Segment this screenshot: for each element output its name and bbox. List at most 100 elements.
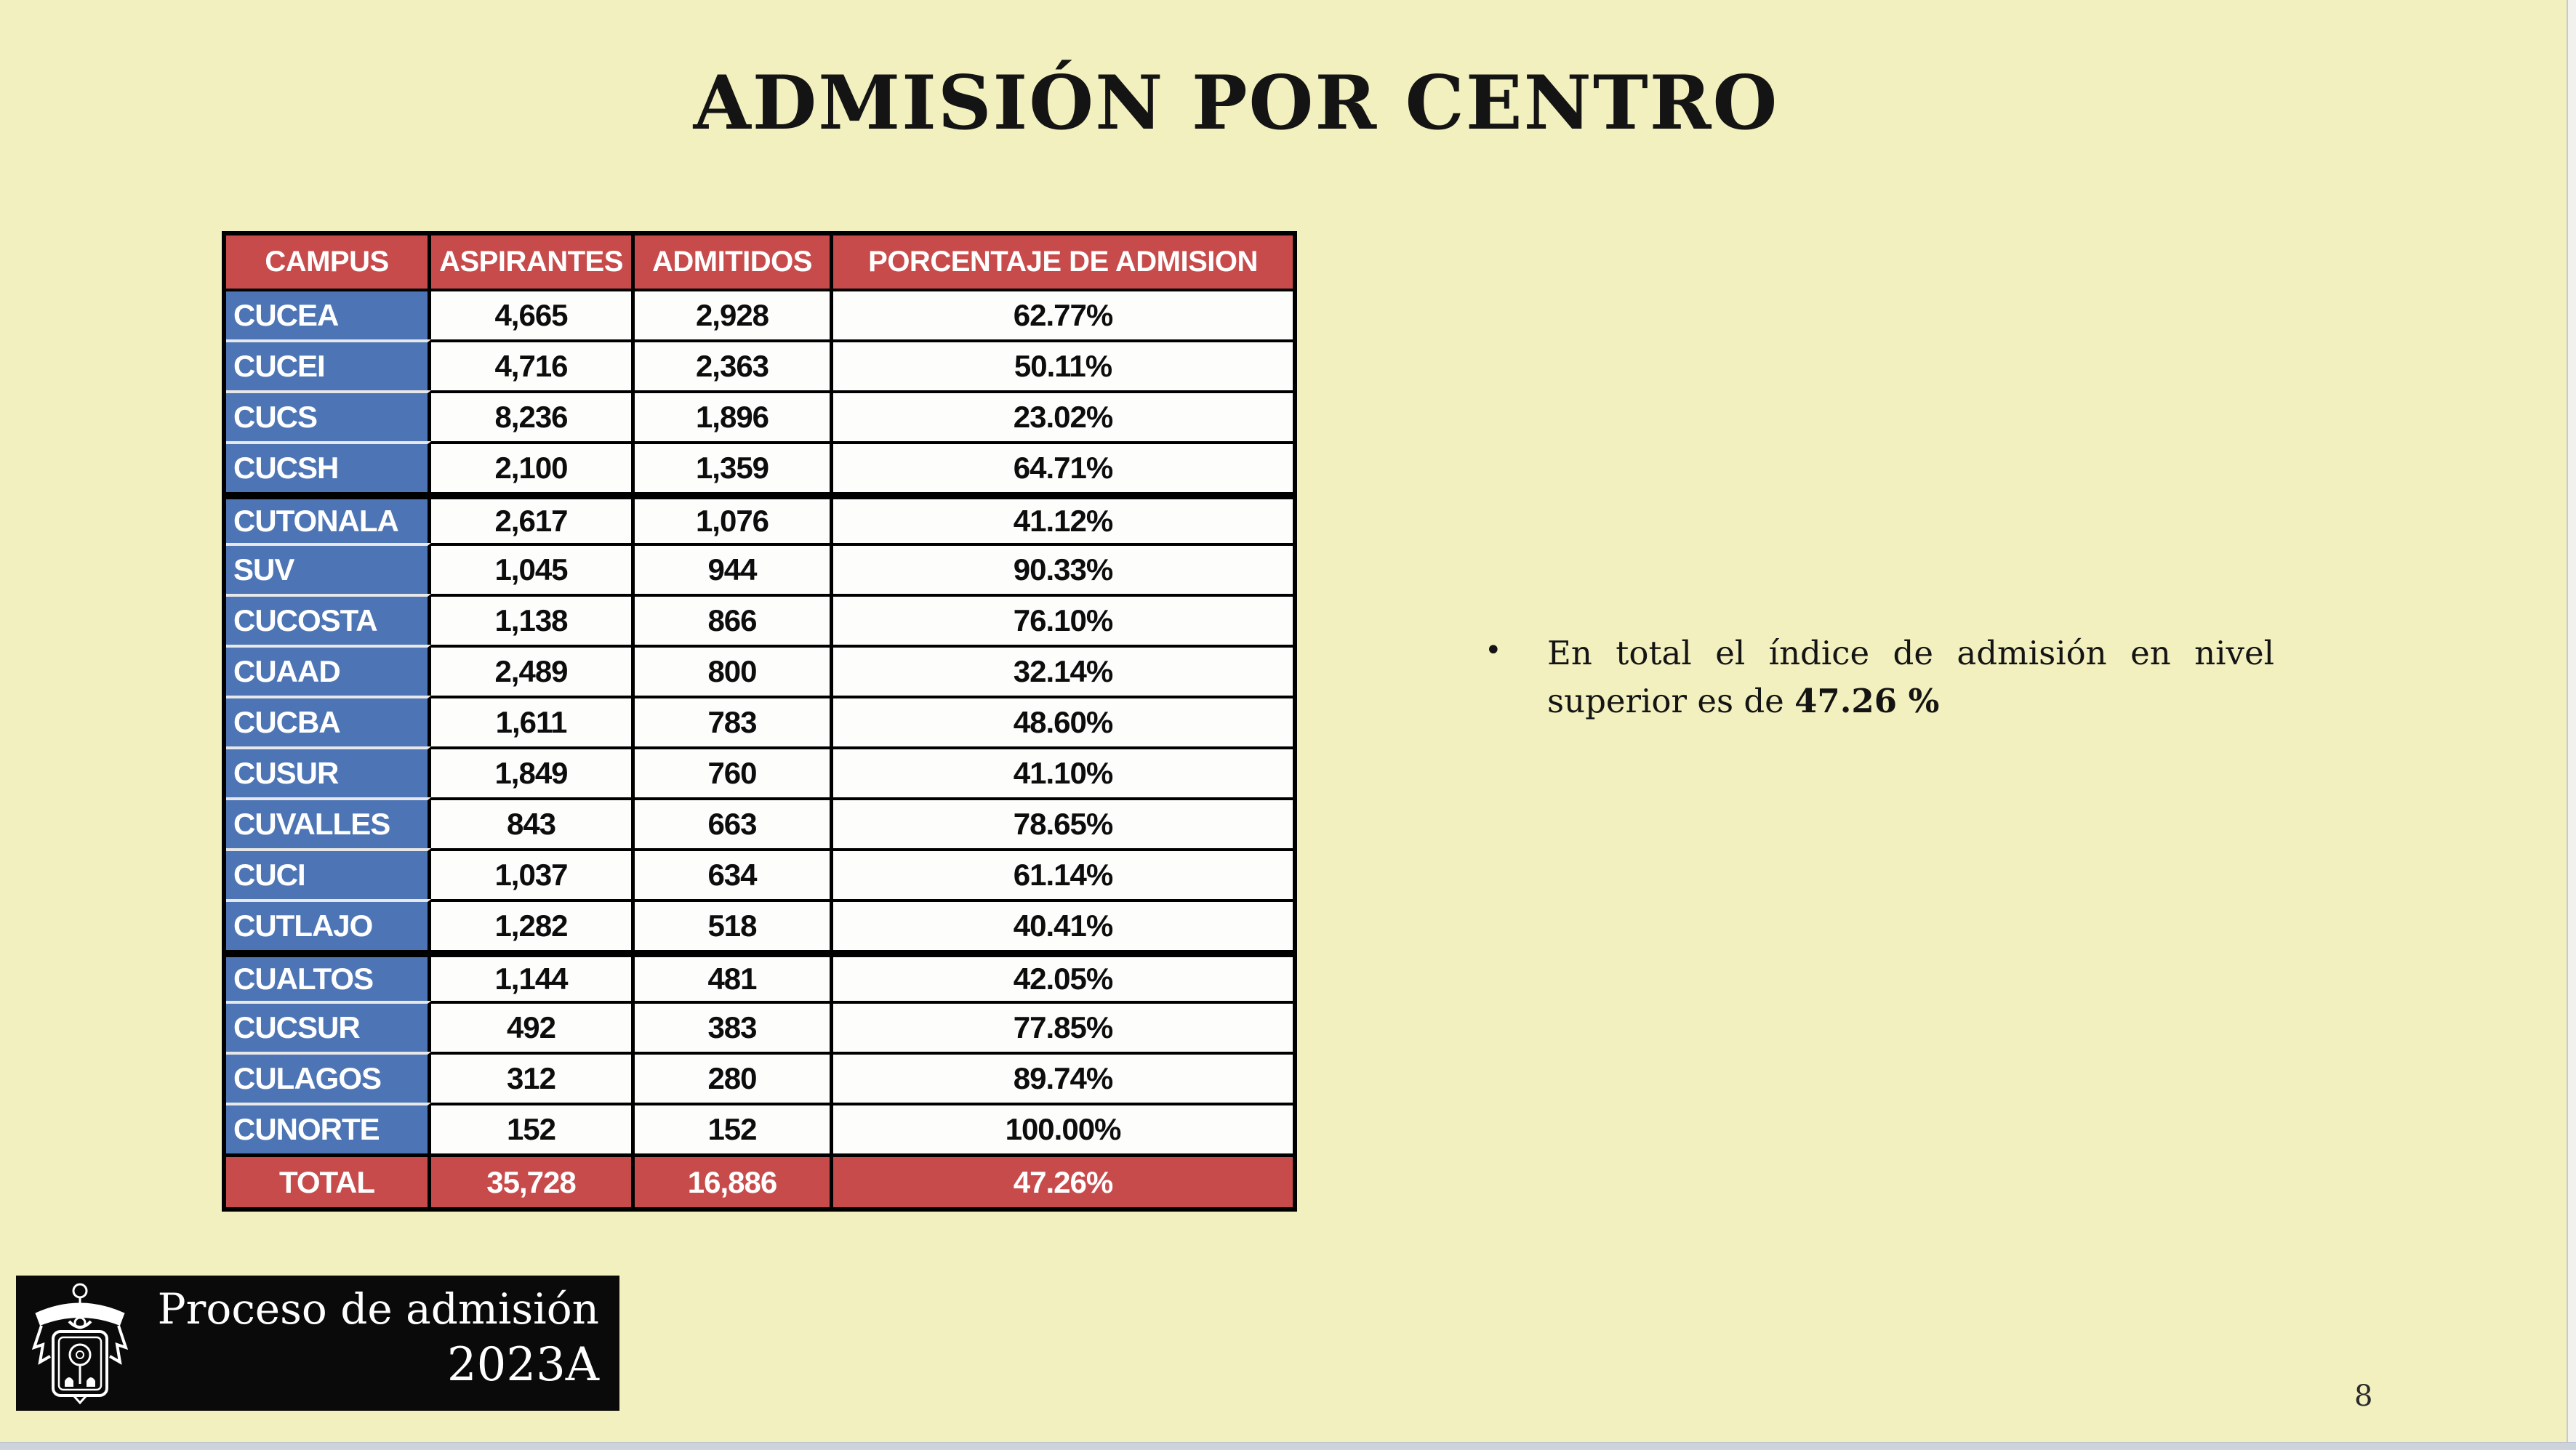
udeg-crest-icon <box>16 1276 143 1411</box>
table-row: CUVALLES 843 663 78.65% <box>226 797 1293 848</box>
porcentaje-cell: 42.05% <box>833 950 1293 1001</box>
aspirantes-cell: 1,849 <box>431 746 635 797</box>
admitidos-cell: 2,928 <box>635 289 833 339</box>
porcentaje-cell: 40.41% <box>833 899 1293 950</box>
table-row: CUCSH 2,100 1,359 64.71% <box>226 441 1293 492</box>
footer-banner: Proceso de admisión 2023A <box>16 1276 619 1411</box>
note-text-bold-value: 47.26 % <box>1794 682 1940 720</box>
aspirantes-cell: 1,045 <box>431 543 635 594</box>
table-total-row: TOTAL 35,728 16,886 47.26% <box>226 1153 1293 1207</box>
porcentaje-cell: 50.11% <box>833 339 1293 390</box>
campus-cell: CUNORTE <box>226 1103 431 1153</box>
campus-cell: CUCOSTA <box>226 594 431 645</box>
bottom-edge-strip <box>0 1442 2576 1450</box>
campus-cell: CUCSH <box>226 441 431 492</box>
porcentaje-cell: 32.14% <box>833 645 1293 696</box>
aspirantes-cell: 2,100 <box>431 441 635 492</box>
admitidos-cell: 944 <box>635 543 833 594</box>
aspirantes-cell: 1,611 <box>431 696 635 746</box>
aspirantes-cell: 2,617 <box>431 492 635 543</box>
aspirantes-cell: 1,282 <box>431 899 635 950</box>
table-row: CUALTOS 1,144 481 42.05% <box>226 950 1293 1001</box>
admitidos-cell: 760 <box>635 746 833 797</box>
admitidos-cell: 800 <box>635 645 833 696</box>
admitidos-cell: 2,363 <box>635 339 833 390</box>
table-row: CUCBA 1,611 783 48.60% <box>226 696 1293 746</box>
header-aspirantes: ASPIRANTES <box>431 235 635 289</box>
aspirantes-cell: 8,236 <box>431 390 635 441</box>
admitidos-cell: 481 <box>635 950 833 1001</box>
aspirantes-cell: 2,489 <box>431 645 635 696</box>
note-text: En total el índice de admisión en nivel … <box>1547 629 2274 725</box>
total-aspirantes: 35,728 <box>431 1153 635 1207</box>
admitidos-cell: 518 <box>635 899 833 950</box>
admitidos-cell: 634 <box>635 848 833 899</box>
campus-cell: CUVALLES <box>226 797 431 848</box>
footer-line2: 2023A <box>446 1338 599 1392</box>
porcentaje-cell: 78.65% <box>833 797 1293 848</box>
total-admitidos: 16,886 <box>635 1153 833 1207</box>
admitidos-cell: 866 <box>635 594 833 645</box>
admission-table: CAMPUS ASPIRANTES ADMITIDOS PORCENTAJE D… <box>222 231 1297 1212</box>
campus-cell: CUSUR <box>226 746 431 797</box>
admitidos-cell: 152 <box>635 1103 833 1153</box>
admitidos-cell: 1,359 <box>635 441 833 492</box>
aspirantes-cell: 843 <box>431 797 635 848</box>
porcentaje-cell: 64.71% <box>833 441 1293 492</box>
right-edge-strip <box>2567 0 2576 1450</box>
campus-cell: CUALTOS <box>226 950 431 1001</box>
porcentaje-cell: 90.33% <box>833 543 1293 594</box>
admitidos-cell: 280 <box>635 1052 833 1103</box>
table-row: CUSUR 1,849 760 41.10% <box>226 746 1293 797</box>
aspirantes-cell: 4,716 <box>431 339 635 390</box>
table-row: SUV 1,045 944 90.33% <box>226 543 1293 594</box>
aspirantes-cell: 1,138 <box>431 594 635 645</box>
admitidos-cell: 383 <box>635 1001 833 1052</box>
admitidos-cell: 663 <box>635 797 833 848</box>
porcentaje-cell: 89.74% <box>833 1052 1293 1103</box>
table-row: CULAGOS 312 280 89.74% <box>226 1052 1293 1103</box>
campus-cell: CUCEA <box>226 289 431 339</box>
campus-cell: CUCBA <box>226 696 431 746</box>
bullet-icon: • <box>1485 634 1502 667</box>
campus-cell: CULAGOS <box>226 1052 431 1103</box>
table-row: CUTONALA 2,617 1,076 41.12% <box>226 492 1293 543</box>
porcentaje-cell: 48.60% <box>833 696 1293 746</box>
porcentaje-cell: 62.77% <box>833 289 1293 339</box>
table-row: CUAAD 2,489 800 32.14% <box>226 645 1293 696</box>
admitidos-cell: 1,896 <box>635 390 833 441</box>
porcentaje-cell: 41.12% <box>833 492 1293 543</box>
table-row: CUCSUR 492 383 77.85% <box>226 1001 1293 1052</box>
total-porcentaje: 47.26% <box>833 1153 1293 1207</box>
table-row: CUCI 1,037 634 61.14% <box>226 848 1293 899</box>
porcentaje-cell: 23.02% <box>833 390 1293 441</box>
aspirantes-cell: 152 <box>431 1103 635 1153</box>
porcentaje-cell: 100.00% <box>833 1103 1293 1153</box>
table-row: CUCEA 4,665 2,928 62.77% <box>226 289 1293 339</box>
footer-text: Proceso de admisión 2023A <box>143 1276 619 1411</box>
campus-cell: CUTONALA <box>226 492 431 543</box>
table-row: CUCOSTA 1,138 866 76.10% <box>226 594 1293 645</box>
campus-cell: CUTLAJO <box>226 899 431 950</box>
porcentaje-cell: 61.14% <box>833 848 1293 899</box>
campus-cell: CUAAD <box>226 645 431 696</box>
aspirantes-cell: 312 <box>431 1052 635 1103</box>
table-row: CUCS 8,236 1,896 23.02% <box>226 390 1293 441</box>
porcentaje-cell: 77.85% <box>833 1001 1293 1052</box>
aspirantes-cell: 1,037 <box>431 848 635 899</box>
porcentaje-cell: 41.10% <box>833 746 1293 797</box>
header-porcentaje: PORCENTAJE DE ADMISION <box>833 235 1293 289</box>
total-label: TOTAL <box>226 1153 431 1207</box>
aspirantes-cell: 4,665 <box>431 289 635 339</box>
page-number: 8 <box>2354 1379 2373 1413</box>
aspirantes-cell: 1,144 <box>431 950 635 1001</box>
table-row: CUTLAJO 1,282 518 40.41% <box>226 899 1293 950</box>
admitidos-cell: 783 <box>635 696 833 746</box>
campus-cell: SUV <box>226 543 431 594</box>
aspirantes-cell: 492 <box>431 1001 635 1052</box>
page-title: ADMISIÓN POR CENTRO <box>693 60 1779 147</box>
note-text-regular: En total el índice de admisión en nivel … <box>1547 634 2274 720</box>
campus-cell: CUCS <box>226 390 431 441</box>
footer-line1: Proceso de admisión <box>157 1284 599 1334</box>
